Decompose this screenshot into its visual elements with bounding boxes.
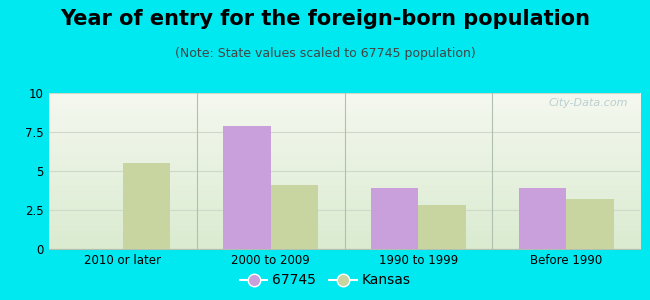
Bar <box>223 126 270 249</box>
Bar <box>371 188 419 249</box>
Text: City-Data.com: City-Data.com <box>549 98 629 108</box>
Legend: 67745, Kansas: 67745, Kansas <box>234 268 416 293</box>
Bar <box>419 205 466 249</box>
Bar <box>123 163 170 249</box>
Text: Year of entry for the foreign-born population: Year of entry for the foreign-born popul… <box>60 9 590 29</box>
Bar <box>566 199 614 249</box>
Bar <box>519 188 566 249</box>
Bar <box>270 185 318 249</box>
Text: (Note: State values scaled to 67745 population): (Note: State values scaled to 67745 popu… <box>175 46 475 59</box>
